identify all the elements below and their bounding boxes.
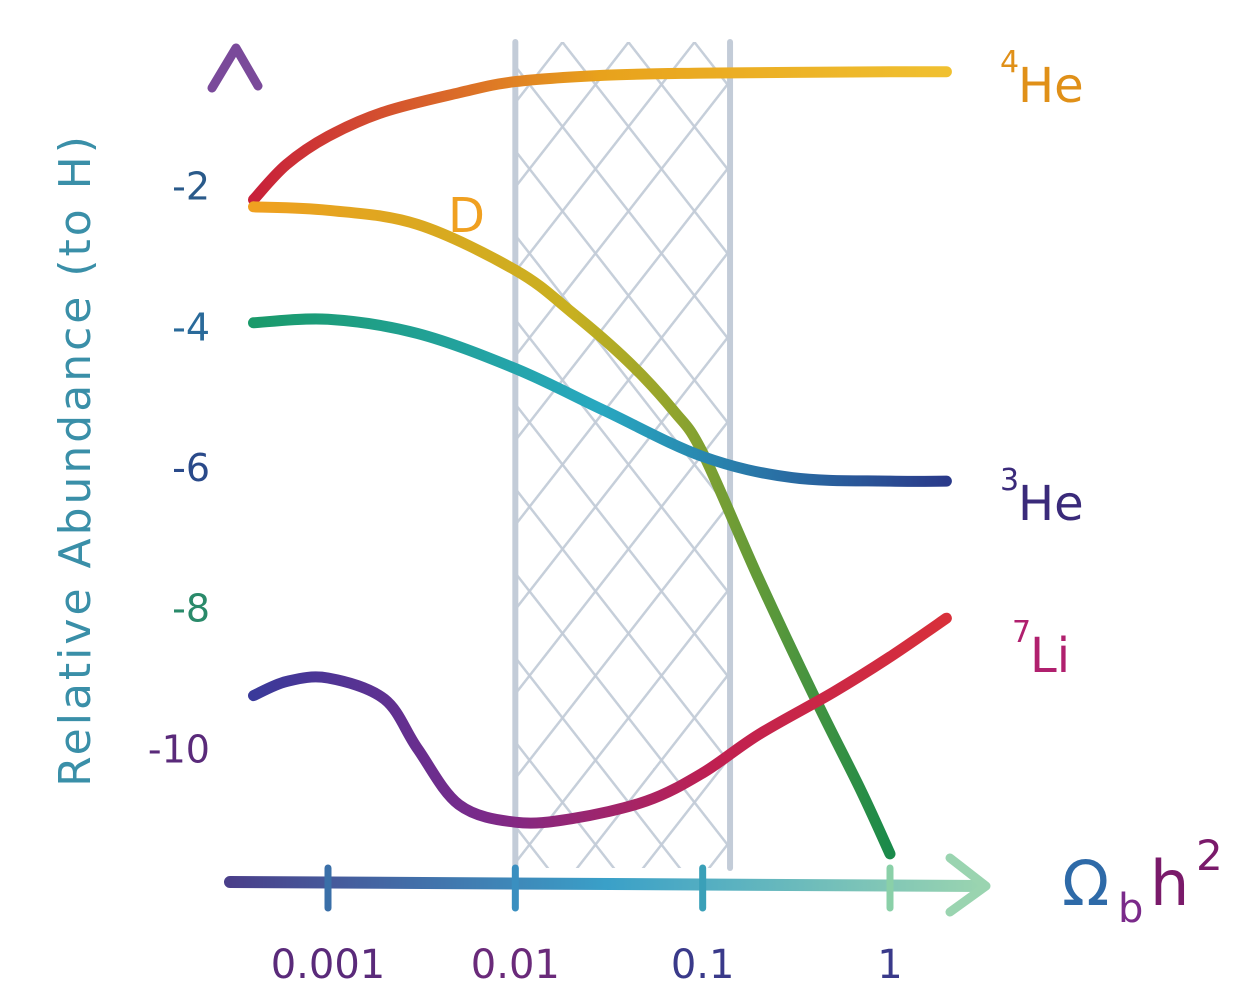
series-line-7li [248,612,952,829]
series-group [248,66,952,860]
series-label-7li: Li [1030,628,1070,684]
x-axis-title-h: h [1150,847,1189,920]
series-label-3he: He [1018,476,1084,532]
series-label-sup-3he: 3 [1000,463,1019,498]
y-tick-label: -6 [172,446,210,490]
y-axis-title: Relative Abundance (to H) [50,133,101,787]
y-tick-label: -2 [172,165,210,209]
x-tick-label: 1 [877,942,902,988]
series-label-4he: He [1018,58,1084,114]
series-line-4he [248,66,952,206]
x-axis-title-sub: b [1118,886,1143,932]
x-tick-label: 0.01 [471,942,560,988]
y-axis-arrowhead [207,43,263,93]
x-axis-title-sup: 2 [1196,831,1223,880]
x-axis-title: Ω b h 2 [1062,831,1223,932]
series-line-d [248,201,896,860]
y-tick-label: -4 [172,305,210,349]
axes [207,43,991,917]
series-line-3he [248,313,952,487]
y-tick-label: -10 [148,727,210,771]
ticks: 0.001 0.01 0.1 1 -2 -4 -6 -8 -10 [148,165,903,988]
x-axis-title-omega: Ω [1062,847,1109,920]
series-label-sup-4he: 4 [1000,45,1019,80]
x-tick-label: 0.1 [671,942,735,988]
series-label-d: D [448,188,485,244]
y-tick-label: -8 [172,587,210,631]
x-axis-arrowhead [945,853,991,917]
x-axis-line [224,876,988,892]
series-label-sup-7li: 7 [1012,615,1031,650]
x-tick-label: 0.001 [271,942,386,988]
y-axis-title-group: Relative Abundance (to H) [50,133,101,787]
